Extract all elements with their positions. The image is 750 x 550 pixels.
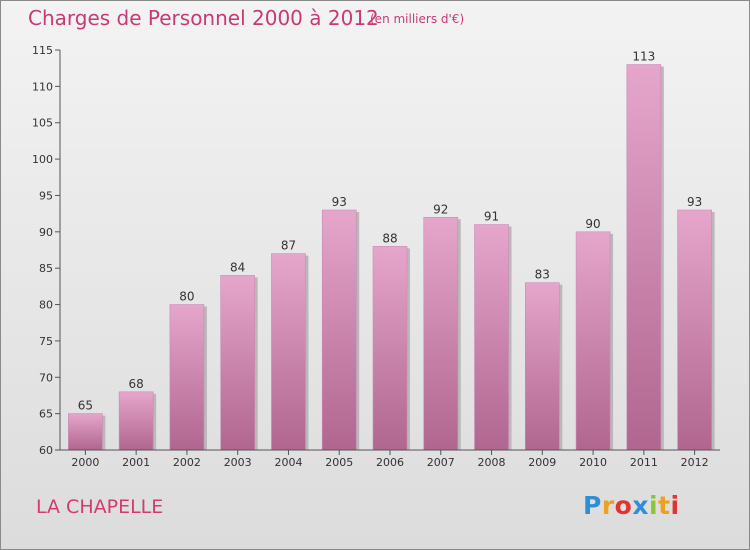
bar-value-label: 93	[687, 195, 702, 209]
x-tick-label: 2009	[528, 456, 556, 469]
y-tick-label: 100	[32, 153, 53, 166]
bar	[474, 224, 509, 451]
bar-value-label: 68	[129, 377, 144, 391]
bar-value-label: 91	[484, 210, 499, 224]
x-tick-label: 2006	[376, 456, 404, 469]
logo-letter: P	[583, 491, 602, 520]
y-tick-label: 95	[39, 189, 53, 202]
bar	[525, 282, 560, 451]
x-axis: 2000 2001 2002 2003 2004 2005 2006 2007 2008 2009…	[60, 449, 720, 469]
bar	[677, 209, 712, 451]
x-tick-label: 2004	[274, 456, 302, 469]
x-tick-label: 2007	[427, 456, 455, 469]
x-tick-label: 2010	[579, 456, 607, 469]
logo-letter: r	[601, 491, 615, 520]
proxiti-logo[interactable]: Proxiti	[583, 491, 680, 520]
y-tick-label: 105	[32, 117, 53, 130]
x-tick-label: 2000	[71, 456, 99, 469]
bar-value-label: 80	[179, 290, 194, 304]
bar-value-label: 87	[281, 239, 296, 253]
x-tick-label: 2008	[478, 456, 506, 469]
bars: 65 68 80 84 87 93 88 92 91 83 90 113 93	[68, 50, 715, 451]
x-tick-label: 2001	[122, 456, 150, 469]
logo-letter: t	[658, 491, 671, 520]
bar-value-label: 88	[382, 231, 397, 245]
y-tick-label: 60	[39, 444, 53, 457]
x-tick-label: 2012	[681, 456, 709, 469]
bar	[271, 253, 306, 451]
x-tick-label: 2003	[224, 456, 252, 469]
y-tick-label: 110	[32, 80, 53, 93]
bar	[169, 304, 205, 451]
bar-value-label: 83	[535, 268, 550, 282]
bar-value-label: 65	[78, 399, 93, 413]
x-tick-label: 2002	[173, 456, 201, 469]
y-tick-label: 75	[39, 335, 53, 348]
bar	[68, 413, 103, 451]
bar	[118, 391, 154, 451]
bar-value-label: 90	[585, 217, 600, 231]
bar	[626, 64, 662, 451]
bar	[575, 231, 611, 451]
bar-value-label: 92	[433, 202, 448, 216]
x-tick-label: 2011	[630, 456, 658, 469]
chart-title: Charges de Personnel 2000 à 2012	[28, 6, 379, 30]
logo-letter: x	[632, 491, 649, 520]
bar-value-label: 84	[230, 260, 245, 274]
chart-subtitle: (en milliers d'€)	[370, 12, 465, 26]
y-tick-label: 90	[39, 226, 53, 239]
commune-name: LA CHAPELLE	[36, 496, 164, 518]
y-tick-label: 70	[39, 371, 53, 384]
y-tick-label: 65	[39, 408, 53, 421]
y-tick-label: 85	[39, 262, 53, 275]
logo-letter: i	[670, 491, 680, 520]
bar-value-label: 113	[632, 50, 655, 64]
x-tick-label: 2005	[325, 456, 353, 469]
bar	[372, 246, 408, 451]
y-tick-label: 115	[32, 44, 53, 57]
logo-letter: o	[614, 491, 633, 520]
bar	[423, 216, 459, 451]
bar	[321, 209, 357, 451]
logo-letter: i	[649, 491, 659, 520]
bar	[220, 275, 255, 451]
y-tick-label: 80	[39, 299, 53, 312]
bar-value-label: 93	[332, 195, 347, 209]
y-axis: 60 65 70 75 80 85 90 95 100 105 110 115	[32, 44, 61, 457]
